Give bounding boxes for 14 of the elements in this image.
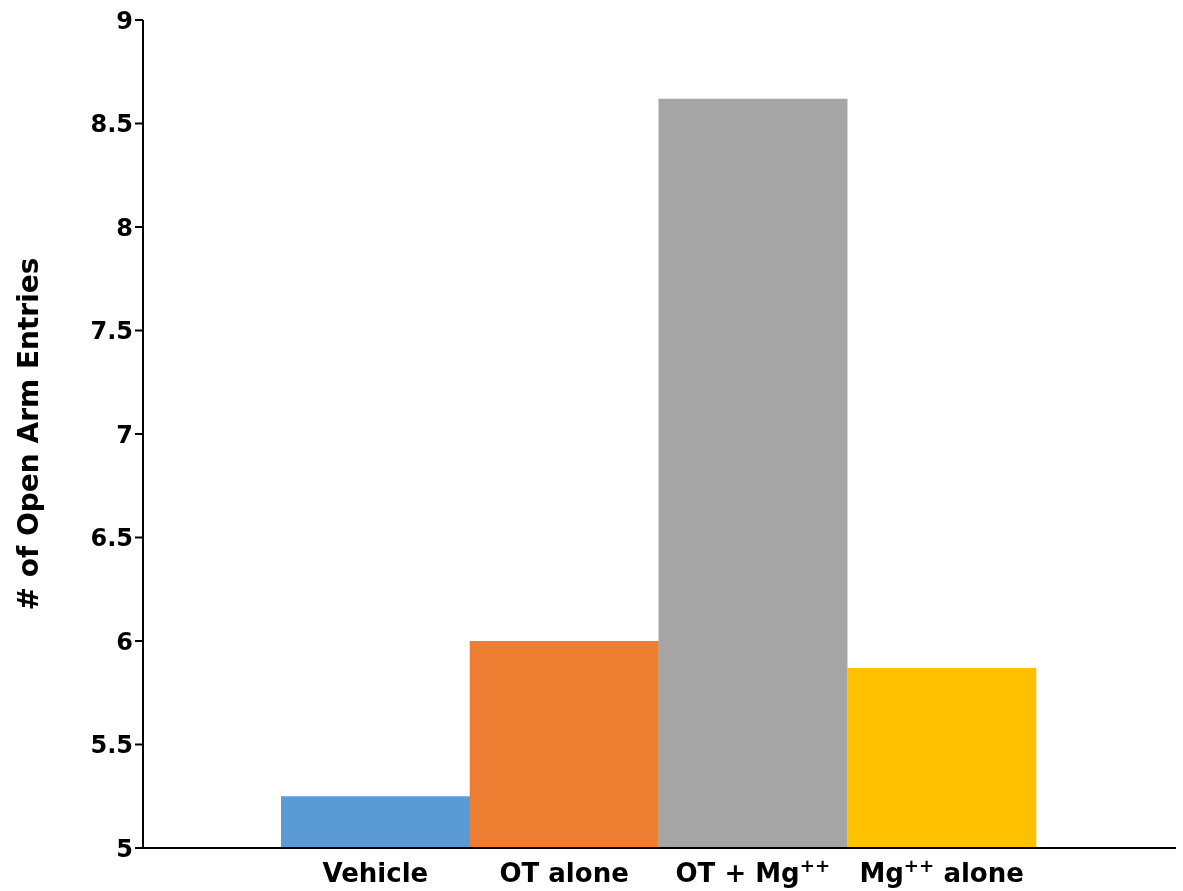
y-tick-label: 7 xyxy=(116,420,133,449)
y-tick-label: 8 xyxy=(116,213,133,242)
y-tick-label: 6.5 xyxy=(90,524,133,553)
y-tick-label: 6 xyxy=(116,627,133,656)
x-tick-label: OT alone xyxy=(499,858,629,888)
y-tick-label: 5.5 xyxy=(90,731,133,760)
y-tick-label: 9 xyxy=(116,6,133,35)
x-tick-label: Mg$^{++}$ alone xyxy=(859,854,1024,888)
y-tick-label: 7.5 xyxy=(90,317,133,346)
y-tick-label: 8.5 xyxy=(90,110,133,139)
y-axis-title: # of Open Arm Entries xyxy=(11,257,45,611)
x-tick-label: OT + Mg$^{++}$ xyxy=(675,854,831,888)
x-tick-label: Vehicle xyxy=(322,858,429,888)
y-tick-label: 5 xyxy=(116,834,133,863)
